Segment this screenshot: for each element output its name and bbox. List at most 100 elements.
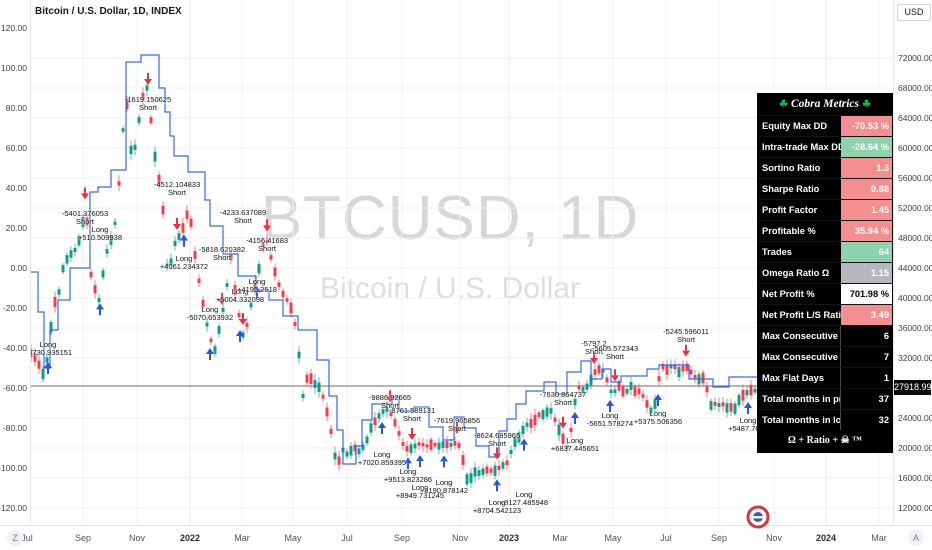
long-arrow-icon xyxy=(493,479,501,486)
candle-body xyxy=(569,428,573,432)
metrics-row: Intra-trade Max DD -28.64 % xyxy=(758,136,892,157)
long-arrow-icon xyxy=(571,412,579,418)
candle-body xyxy=(521,425,525,435)
candle-body xyxy=(57,289,61,295)
short-arrow-icon xyxy=(84,187,86,194)
candle-body xyxy=(753,388,757,393)
left-axis-tick: 0.00 xyxy=(10,263,27,273)
candle-body xyxy=(329,428,333,435)
left-axis-tick: 120.00 xyxy=(1,23,27,33)
right-price-axis[interactable]: 72000.00 68000.00 64000.00 60000.00 56000.00… xyxy=(893,0,932,525)
metric-value: 1.3 xyxy=(841,158,892,178)
candle-body xyxy=(481,468,485,475)
metric-value: 1.15 xyxy=(841,263,892,283)
metric-label: Intra-trade Max DD xyxy=(758,137,841,157)
candle-body xyxy=(541,410,545,420)
left-axis-tick: 40.00 xyxy=(5,183,27,193)
candle-body xyxy=(265,239,269,243)
candle-body xyxy=(389,412,393,416)
candle-body xyxy=(737,395,741,406)
left-axis-tick: 60.00 xyxy=(5,143,27,153)
right-axis-tick: 56000.00 xyxy=(898,173,932,183)
metrics-row: Omega Ratio Ω 1.15 xyxy=(758,262,892,283)
candle-body xyxy=(629,382,633,391)
candle-body xyxy=(157,174,161,186)
long-arrow-icon xyxy=(183,240,185,247)
candle-body xyxy=(65,255,69,264)
candle-body xyxy=(621,386,625,397)
candle-body xyxy=(425,444,429,448)
short-arrow-icon xyxy=(493,453,501,460)
metric-label: Trades xyxy=(758,242,841,262)
short-arrow-icon xyxy=(611,375,619,382)
time-axis[interactable]: Jul Sep Nov 2022 Mar May Jul Sep Nov 2023 Mar May Ju… xyxy=(0,525,932,550)
candle-body xyxy=(249,302,253,308)
long-arrow-icon xyxy=(381,428,383,434)
currency-toggle-button[interactable]: USD xyxy=(897,4,931,21)
candle-body xyxy=(273,267,277,277)
right-axis-tick: 16000.00 xyxy=(898,473,932,483)
candle-body xyxy=(609,389,613,393)
candle-body xyxy=(85,217,89,226)
candle-body xyxy=(477,470,481,476)
candle-body xyxy=(361,444,365,451)
candle-body xyxy=(29,349,33,358)
candle-body xyxy=(61,265,65,273)
metrics-row: Equity Max DD -70.53 % xyxy=(758,115,892,136)
candle-body xyxy=(681,365,685,372)
candle-body xyxy=(501,462,505,469)
clover-icon: ☘ xyxy=(779,99,788,110)
candle-body xyxy=(285,298,289,302)
metric-value: 64 xyxy=(841,242,892,262)
right-axis-tick: 12000.00 xyxy=(898,503,932,513)
candle-body xyxy=(185,210,189,219)
metric-label: Total months in profit xyxy=(758,389,840,409)
metric-value: -28.64 % xyxy=(841,137,892,157)
symbol-title[interactable]: Bitcoin / U.S. Dollar, 1D, INDEX xyxy=(35,6,182,17)
candle-body xyxy=(301,394,305,398)
candle-body xyxy=(217,326,221,334)
candle-body xyxy=(125,98,129,110)
candle-body xyxy=(741,390,745,401)
candle-body xyxy=(537,412,541,417)
time-axis-tick: Nov xyxy=(451,533,469,543)
candle-body xyxy=(465,474,469,485)
long-arrow-icon xyxy=(520,438,528,445)
short-arrow-icon xyxy=(386,396,394,403)
left-axis-tick: -40.00 xyxy=(2,343,27,353)
candle-body xyxy=(133,144,137,150)
long-arrow-icon xyxy=(523,444,525,451)
short-arrow-icon xyxy=(176,218,178,224)
right-axis-tick: 20000.00 xyxy=(898,443,932,453)
metric-label: Sharpe Ratio xyxy=(758,179,841,199)
time-axis-tick: May xyxy=(604,533,622,543)
candle-body xyxy=(585,383,589,390)
candle-body xyxy=(105,249,109,254)
left-axis-tick: -100.00 xyxy=(0,463,27,473)
candle-body xyxy=(297,351,301,359)
candle-body xyxy=(81,216,85,227)
metrics-title-text: Cobra Metrics xyxy=(790,98,860,110)
long-arrow-icon xyxy=(744,402,752,408)
metrics-row: Total months in loss32 xyxy=(758,409,892,430)
candle-body xyxy=(553,417,557,422)
candle-body xyxy=(309,373,313,384)
timezone-badge[interactable]: Z xyxy=(7,530,23,546)
candle-body xyxy=(517,432,521,443)
short-arrow-icon xyxy=(614,369,616,376)
metric-value: 6 xyxy=(840,326,892,346)
time-axis-tick: 2024 xyxy=(815,533,837,543)
candle-body xyxy=(53,296,57,308)
candle-body xyxy=(549,408,553,414)
right-axis-tick: 44000.00 xyxy=(898,263,932,273)
candle-body xyxy=(649,407,653,414)
short-arrow-icon xyxy=(81,193,89,200)
candle-body xyxy=(321,394,325,399)
long-arrow-icon xyxy=(404,457,412,464)
auto-scale-badge[interactable]: A xyxy=(908,530,924,546)
candle-body xyxy=(581,387,585,393)
candle-body xyxy=(673,364,677,369)
left-price-axis[interactable]: 120.00 100.00 80.00 60.00 40.00 20.00 0.00 -20.… xyxy=(0,0,31,525)
candle-body xyxy=(461,455,465,465)
candle-body xyxy=(441,441,445,449)
